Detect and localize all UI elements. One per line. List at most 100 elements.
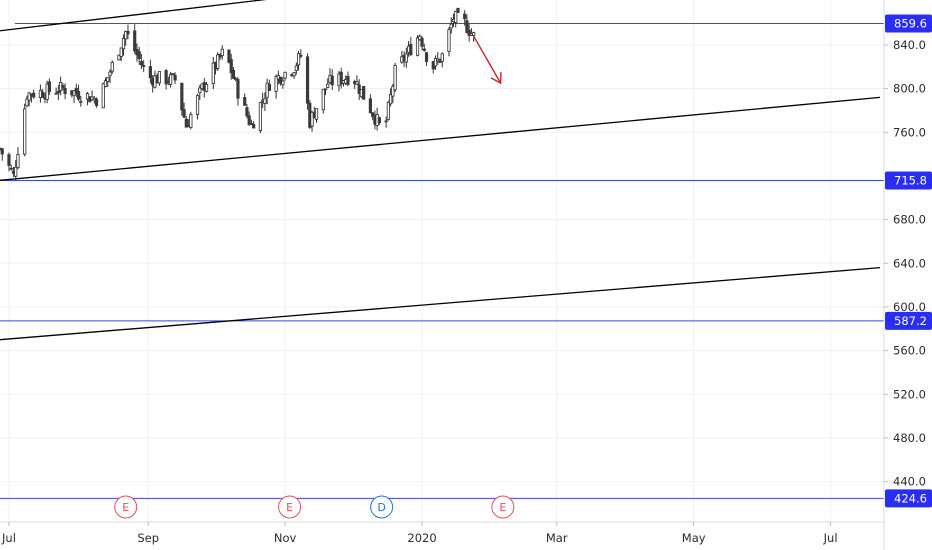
candle-body [249,123,254,125]
candle-body [108,71,112,77]
level-badge-label: 424.6 [894,491,927,505]
level-badge [885,311,932,330]
candle-body [184,118,188,128]
candle-body [296,53,301,66]
candle-body [189,114,193,128]
candle-body [454,11,458,23]
candle-body [314,108,319,120]
candle-body [32,92,36,98]
y-tick-label: 600.0 [893,300,926,314]
candle-body [456,7,460,13]
level-badge-label: 587.2 [894,314,927,328]
time-axis[interactable]: Jul Sep Nov 2020 Mar May Jul [1,522,838,545]
candle-body [106,76,110,82]
candle-body [211,62,215,85]
candle-body [195,95,200,116]
event-marker[interactable]: E [491,495,515,519]
candle-body [263,98,267,104]
event-label: E [499,501,506,514]
candle-body [465,20,469,33]
candle-body [9,167,13,170]
x-tick-label: Jul [1,531,16,545]
forecast-arrow[interactable] [473,35,502,85]
trend-line[interactable] [0,266,881,341]
event-label: E [122,501,129,514]
arrow-shaft[interactable] [473,35,502,84]
candle-body [386,102,390,120]
trend-lines[interactable] [0,0,881,341]
candle-body [204,83,209,92]
x-tick-label: Nov [274,531,297,545]
candle-body [371,112,375,117]
level-badge-label: 715.8 [894,174,927,188]
candle-body [198,87,202,94]
candle-body [79,100,83,103]
candle-body [299,54,303,57]
y-tick-label: 800.0 [893,82,926,96]
candle-body [283,71,287,79]
horizontal-levels[interactable] [0,23,884,499]
candle-body [61,85,65,89]
candle-body [321,88,325,111]
event-label: D [377,501,385,514]
candle-body [252,124,256,129]
candle-body [25,98,29,107]
candle-body [16,154,20,169]
candle-body [76,91,81,100]
candle-body [463,13,467,20]
candle-body [467,29,471,36]
candle-body [164,70,168,85]
candle-body [310,111,314,127]
candle-body [23,108,27,155]
candle-body [47,81,51,92]
candle-body [119,47,123,57]
trend-line[interactable] [0,96,881,181]
event-circle[interactable] [370,495,394,519]
price-badges: 859.6 715.8 587.2 424.6 [885,14,932,508]
candle-body [305,56,310,104]
event-marker[interactable]: D [370,495,394,519]
candle-body [169,74,173,85]
event-marker[interactable]: E [114,495,138,519]
price-axis[interactable]: 840.0 800.0 760.0 680.0 640.0 600.0 560.0 520.0… [884,38,926,489]
candle-body [389,94,393,105]
candle-body [236,79,240,99]
y-tick-label: 760.0 [893,125,926,139]
y-tick-label: 480.0 [893,431,926,445]
candle-body [133,30,137,52]
candle-body [171,73,175,76]
candle-body [182,109,186,118]
y-tick-label: 520.0 [893,387,926,401]
event-circle[interactable] [278,495,302,519]
x-tick-label: Mar [546,531,568,545]
event-marker[interactable]: E [278,495,302,519]
candle-body [41,91,45,98]
candle-body [117,54,121,61]
candle-body [126,31,130,35]
arrow-head[interactable] [490,72,502,85]
event-circle[interactable] [491,495,515,519]
level-badge-label: 859.6 [894,17,927,31]
candle-body [229,59,233,74]
candle-body [63,88,67,95]
candle-body [27,92,31,101]
candle-body [330,75,334,86]
candle-body [139,61,144,66]
candle-body [247,115,251,125]
candle-body [110,61,114,72]
candle-body [418,35,422,40]
candle-body [274,76,278,92]
event-circle[interactable] [114,495,138,519]
candle-body [245,107,249,117]
candle-body [231,69,236,79]
trend-line[interactable] [0,0,427,32]
candle-body [267,83,271,91]
candle-body [339,71,343,85]
candle-body [103,80,108,87]
candle-body [56,91,60,94]
candle-body [74,87,78,94]
candle-body [101,83,105,109]
